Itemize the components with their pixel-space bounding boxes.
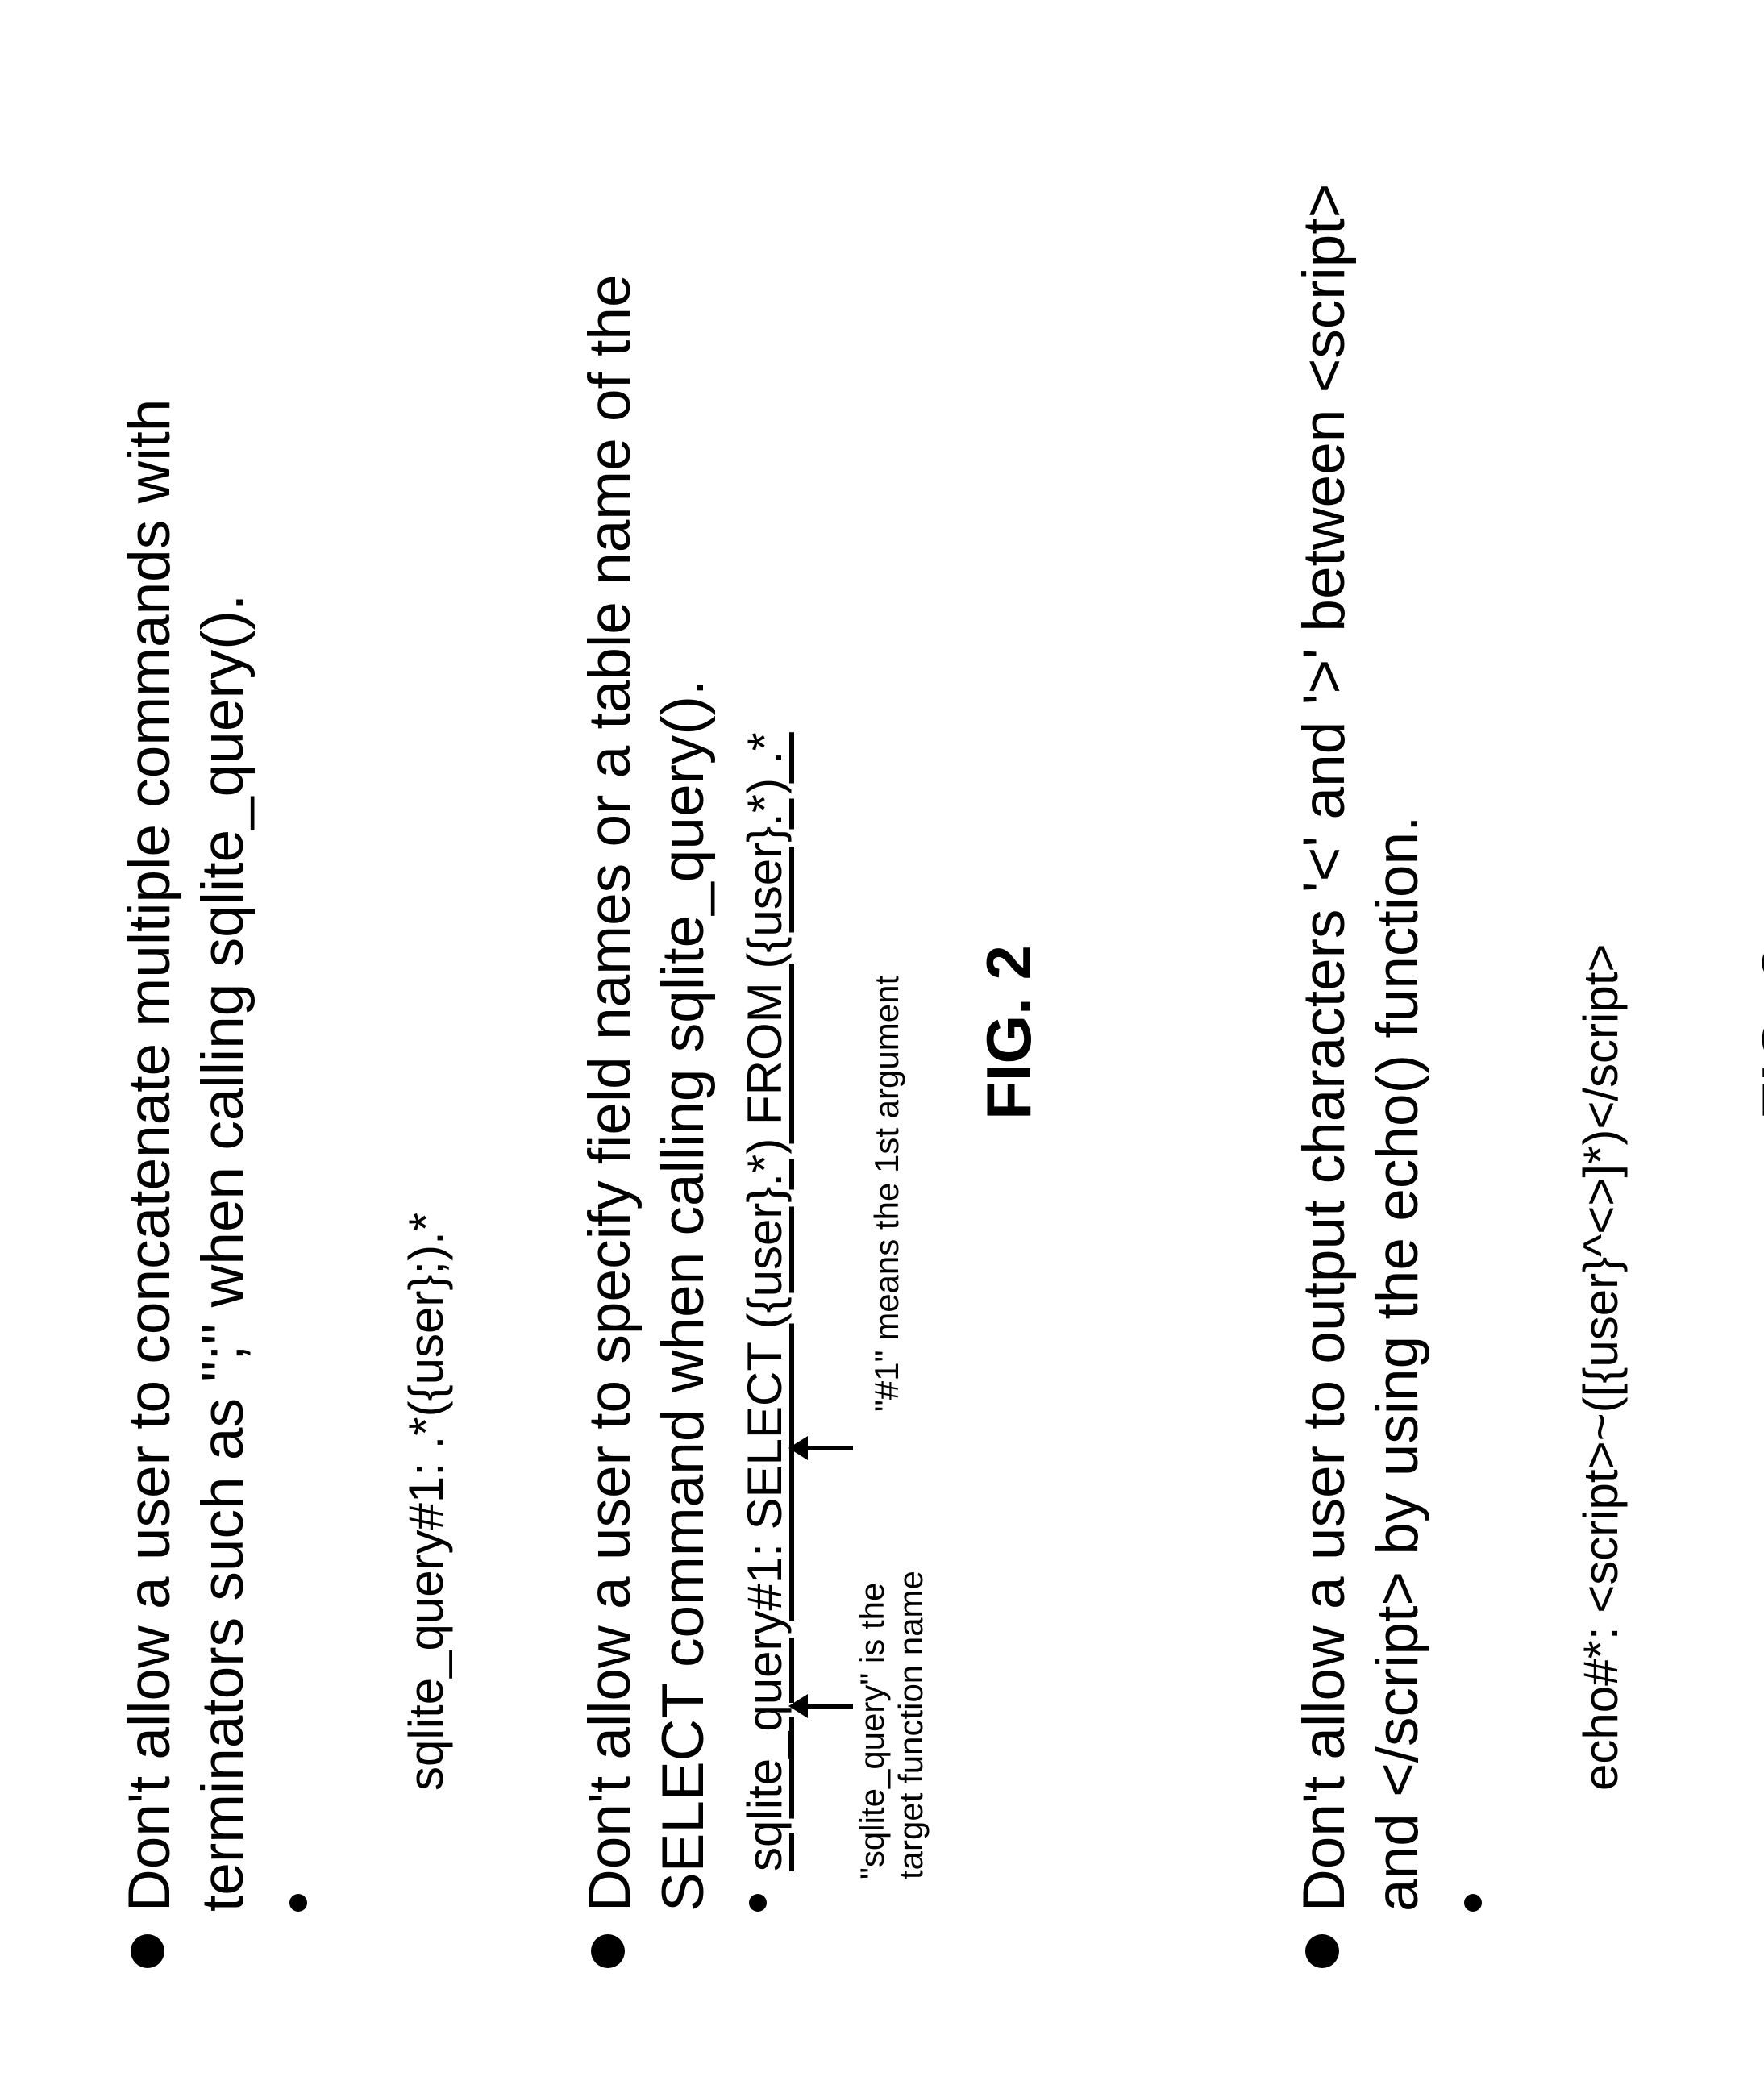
section-2-rule: sqlite_query#1: SELECT ({user}.*) FROM (… <box>734 732 795 1871</box>
bullet-icon <box>131 1934 164 1968</box>
section-1-heading: Don't allow a user to concatenate multip… <box>117 399 256 1912</box>
section-1: Don't allow a user to concatenate multip… <box>113 97 517 1968</box>
arrow-icon <box>788 1380 861 1492</box>
section-3-rule-row: echo#*: <script>~([{user}^<>]*)</script> <box>1450 97 1691 1912</box>
bullet-icon <box>591 1934 625 1968</box>
section-3: Don't allow a user to output characters … <box>1288 97 1764 1968</box>
section-2-heading: Don't allow a user to specify field name… <box>577 274 716 1912</box>
bullet-icon <box>749 1894 767 1912</box>
arrow-icon <box>788 1638 861 1750</box>
section-2-heading-row: Don't allow a user to specify field name… <box>573 97 721 1968</box>
section-1-rule-row: sqlite_query#1: .*({user};).* <box>275 97 517 1912</box>
anno-first-arg: "#1" means the 1st argument <box>867 976 906 1412</box>
section-2: Don't allow a user to specify field name… <box>573 97 1046 1968</box>
anno-target-fn: "sqlite_query" is the target function na… <box>853 1571 931 1879</box>
section-2-rule-row: sqlite_query#1: SELECT ({user}.*) FROM (… <box>734 97 795 1912</box>
fig-2-label: FIG. 2 <box>972 97 1046 1968</box>
section-3-rule: echo#*: <script>~([{user}^<>]*)</script> <box>1574 944 1628 1791</box>
section-2-annotations: "sqlite_query" is the target function na… <box>795 97 940 1871</box>
bullet-icon <box>1305 1934 1339 1968</box>
bullet-icon <box>289 1894 307 1912</box>
fig-3-label: FIG. 3 <box>1748 97 1764 1968</box>
section-3-heading-row: Don't allow a user to output characters … <box>1288 97 1435 1968</box>
section-1-heading-row: Don't allow a user to concatenate multip… <box>113 97 260 1968</box>
bullet-icon <box>1464 1894 1482 1912</box>
section-1-rule: sqlite_query#1: .*({user};).* <box>399 1213 453 1791</box>
section-3-heading: Don't allow a user to output characters … <box>1292 184 1430 1912</box>
